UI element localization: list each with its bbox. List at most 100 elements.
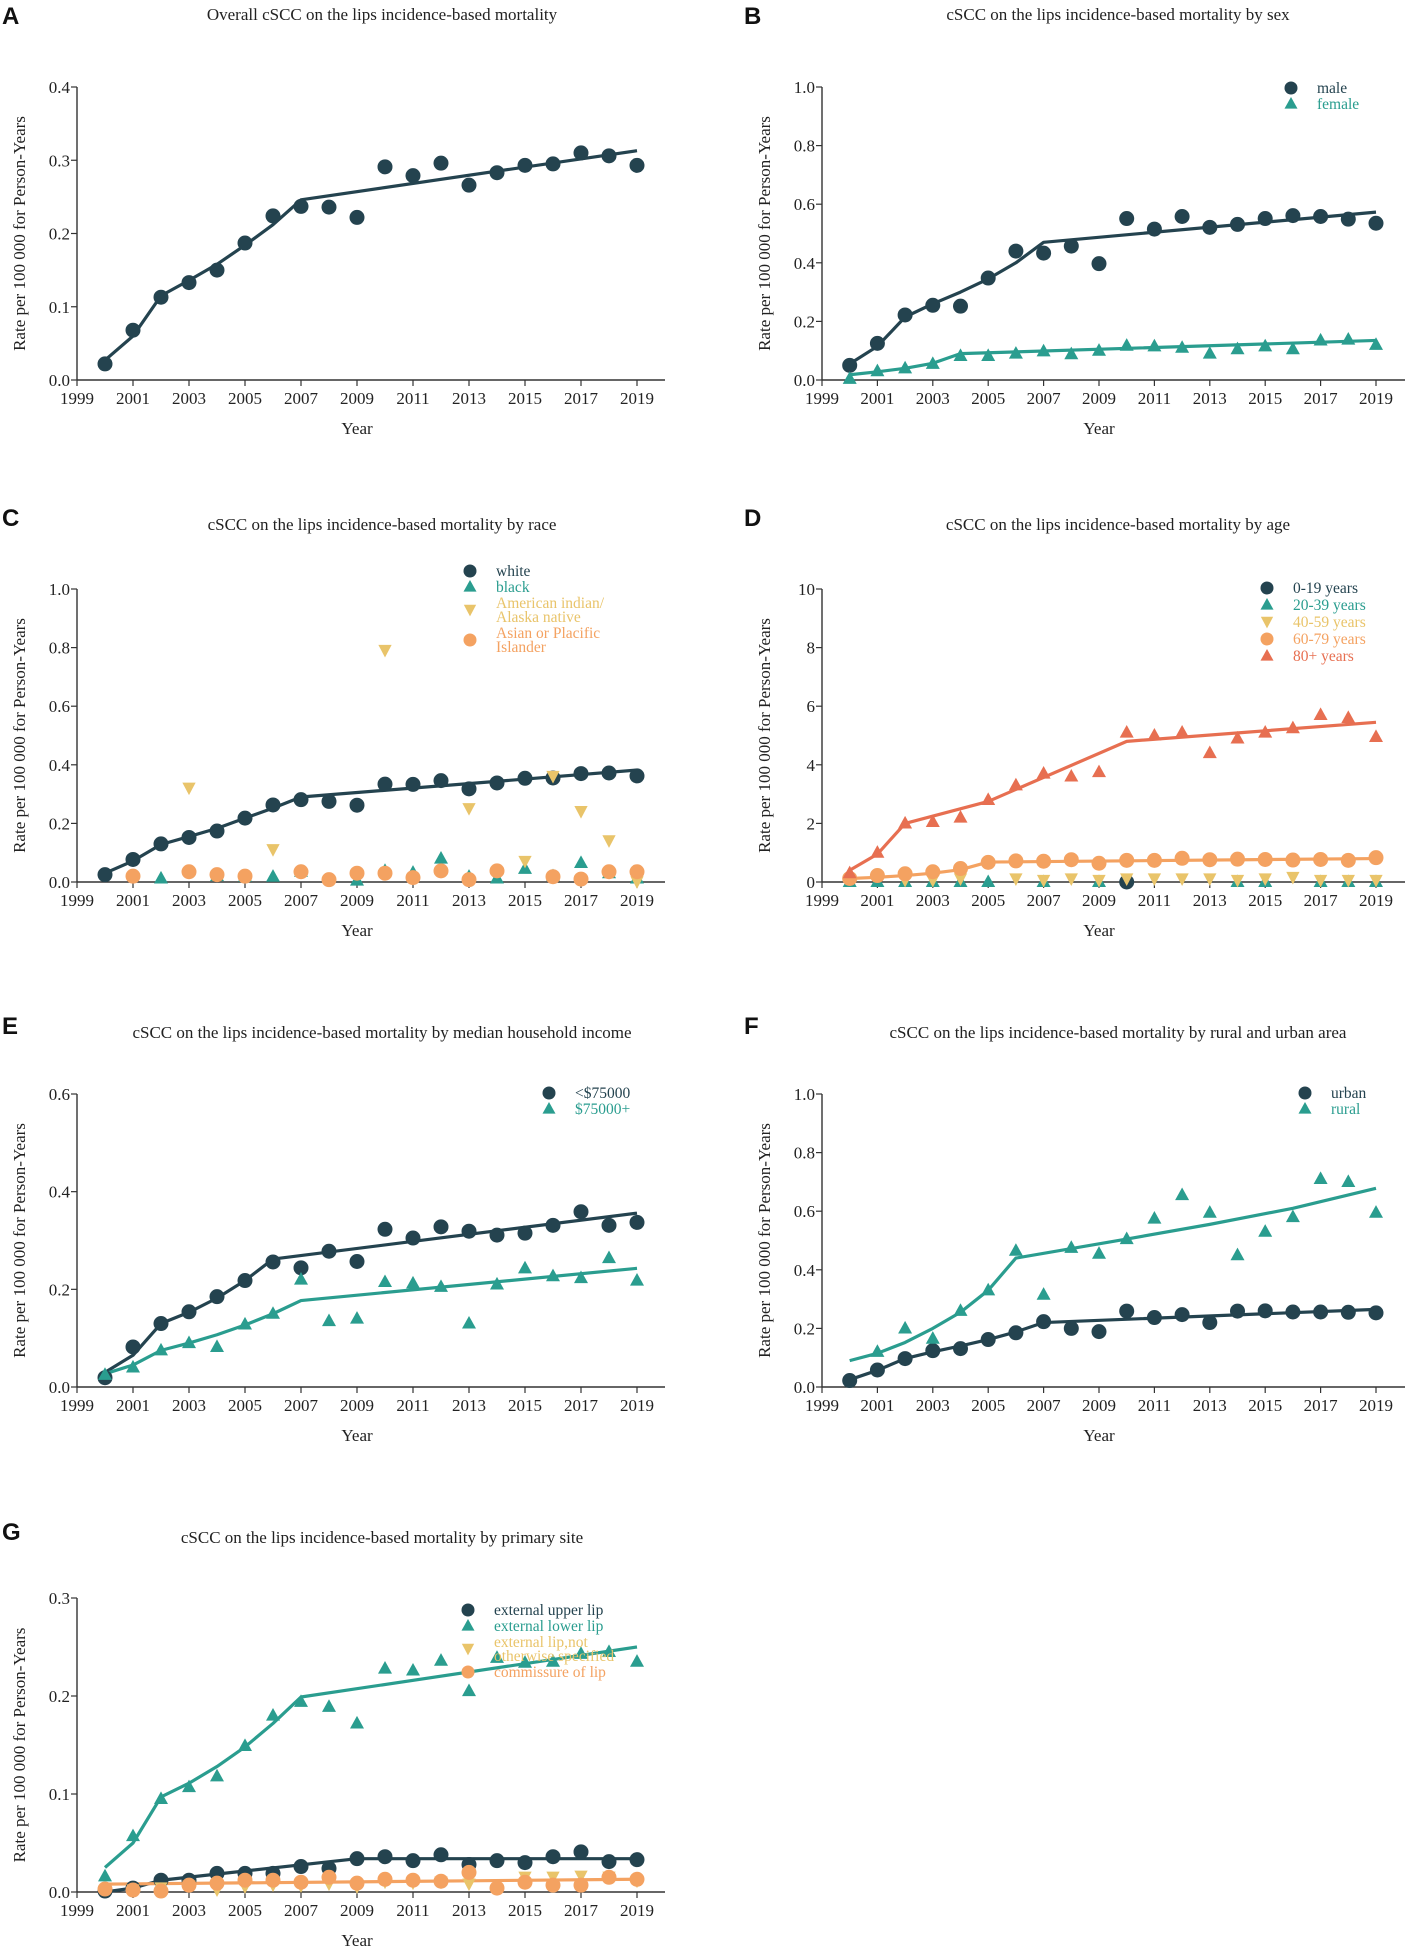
x-tick-label: 2019 (620, 389, 654, 408)
data-point (630, 1272, 644, 1286)
data-point (125, 851, 141, 867)
data-point (1008, 1325, 1024, 1341)
data-point (602, 1644, 616, 1657)
x-tick-label: 2019 (620, 1901, 654, 1920)
legend-marker-circle (1298, 1086, 1312, 1100)
data-point (925, 1343, 941, 1359)
data-point (181, 1304, 197, 1320)
data-point (546, 1268, 560, 1282)
y-tick-label: 0.0 (794, 371, 815, 390)
x-tick-label: 2005 (228, 1396, 262, 1415)
y-tick-label: 0.0 (49, 1378, 70, 1397)
data-point (517, 1874, 533, 1890)
data-point (630, 876, 644, 889)
data-point (1147, 873, 1162, 886)
x-tick-label: 2019 (620, 891, 654, 910)
x-tick-label: 2013 (1193, 891, 1227, 910)
data-point (97, 356, 113, 372)
y-axis-title: Rate per 100 000 for Person-Years (10, 1123, 29, 1358)
data-point (489, 1853, 505, 1869)
data-point (461, 1864, 477, 1880)
data-point (238, 1738, 252, 1752)
y-tick-label: 0.0 (49, 1883, 70, 1902)
x-tick-label: 2003 (172, 389, 206, 408)
legend-label: Asian or Placific (496, 625, 600, 642)
trend-line-female (849, 338, 1377, 377)
legend-marker-triangle-up (461, 1618, 475, 1631)
data-point (1146, 852, 1162, 868)
data-point (1313, 1304, 1329, 1320)
data-point (321, 199, 337, 215)
data-point (601, 1854, 617, 1870)
data-point (182, 1779, 196, 1793)
data-point (321, 872, 337, 888)
series-75000 (97, 1204, 645, 1386)
legend-label: external lip,not (494, 1634, 589, 1651)
trend-line--75000- (104, 1266, 638, 1376)
y-tick-label: 4 (807, 756, 816, 775)
data-point (181, 864, 197, 880)
x-tick-label: 2001 (116, 891, 150, 910)
legend-label: rural (1331, 1101, 1360, 1118)
data-point (629, 1214, 645, 1230)
data-point (1369, 874, 1383, 888)
data-point (574, 806, 588, 819)
data-point (265, 208, 281, 224)
data-point (573, 766, 589, 782)
data-point (1369, 729, 1383, 743)
x-tick-label: 2015 (508, 1396, 542, 1415)
data-point (1313, 332, 1328, 346)
data-point (545, 1849, 561, 1865)
data-point (405, 1872, 421, 1888)
x-tick-label: 1999 (60, 1901, 94, 1920)
data-point (181, 829, 197, 845)
trend-line-80-years (848, 720, 1377, 872)
data-point (209, 1875, 225, 1891)
x-tick-label: 2009 (1082, 1396, 1116, 1415)
chart-title: cSCC on the lips incidence-based mortali… (132, 1023, 631, 1042)
data-point (461, 781, 477, 797)
data-point (1257, 211, 1273, 227)
x-tick-label: 2019 (1359, 891, 1393, 910)
y-tick-label: 1.0 (794, 1085, 815, 1104)
data-point (1203, 873, 1217, 886)
data-point (602, 1250, 616, 1264)
panel-a: A Overall cSCC on the lips incidence-base… (2, 3, 665, 438)
data-point (462, 1683, 476, 1697)
data-point (1119, 1303, 1135, 1319)
legend-marker-circle (542, 1086, 556, 1100)
y-tick-label: 0.6 (49, 1085, 70, 1104)
data-point (321, 793, 337, 809)
x-tick-label: 2007 (284, 1396, 319, 1415)
data-point (489, 1227, 505, 1243)
data-point (953, 873, 968, 886)
data-point (1313, 707, 1328, 721)
x-tick-label: 2003 (916, 891, 950, 910)
data-point (898, 1320, 913, 1334)
y-tick-label: 0.3 (49, 151, 70, 170)
data-point (1119, 725, 1134, 738)
series-20-39-years (842, 874, 1383, 888)
data-point (377, 159, 393, 175)
x-tick-label: 2005 (971, 891, 1005, 910)
data-point (209, 823, 225, 839)
x-tick-label: 2003 (916, 389, 950, 408)
data-point (265, 797, 281, 813)
data-point (953, 298, 968, 314)
data-point (294, 1694, 308, 1707)
data-point (898, 360, 913, 374)
y-tick-label: 0.0 (49, 371, 70, 390)
data-point (154, 870, 168, 884)
data-point (433, 1219, 449, 1235)
data-point (1146, 1310, 1162, 1326)
data-point (462, 803, 476, 816)
data-point (377, 1849, 393, 1865)
data-point (1202, 219, 1218, 235)
y-tick-label: 0 (807, 873, 816, 892)
data-point (433, 1847, 449, 1863)
data-point (898, 815, 913, 829)
data-point (1008, 1243, 1023, 1256)
x-tick-label: 2009 (340, 891, 374, 910)
data-point (97, 1881, 113, 1897)
